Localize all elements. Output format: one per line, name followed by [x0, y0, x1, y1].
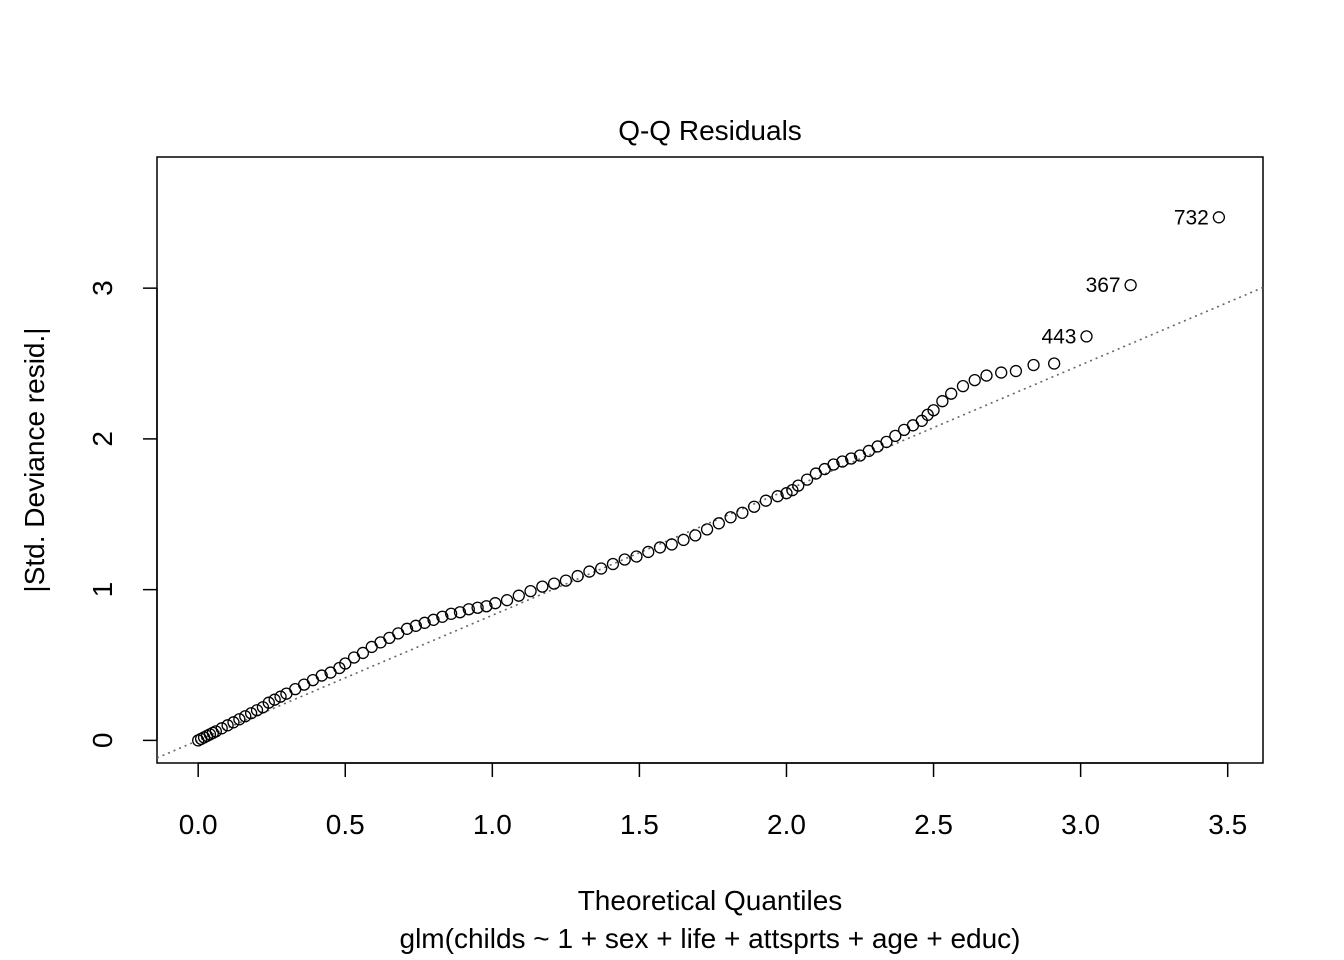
x-axis: 0.0 0.5 1.0 1.5 2.0 2.5 3.0 3.5 [179, 762, 1247, 840]
data-point [595, 562, 608, 575]
data-point [1080, 330, 1093, 343]
data-point [800, 473, 814, 486]
data-point [956, 379, 970, 393]
point-label: 367 [1086, 274, 1121, 297]
y-tick-label: 1 [87, 582, 118, 598]
data-point [630, 550, 643, 563]
x-tick-label: 1.5 [620, 809, 659, 840]
data-point [980, 369, 993, 382]
data-point [583, 565, 596, 578]
data-point [936, 395, 949, 408]
y-axis: 0 1 2 3 [87, 280, 158, 749]
data-point [471, 601, 484, 614]
data-point [274, 690, 287, 703]
x-tick-label: 0.0 [179, 809, 218, 840]
reference-line-layer [156, 286, 1264, 759]
x-tick-label: 1.0 [473, 809, 512, 840]
data-point [827, 458, 840, 471]
data-point [547, 577, 561, 590]
data-point [665, 538, 678, 551]
data-point [221, 719, 234, 732]
reference-line [156, 286, 1264, 759]
data-point [747, 500, 761, 513]
data-point [780, 487, 793, 500]
y-tick-label: 3 [87, 280, 118, 296]
data-point [1212, 211, 1226, 224]
data-point [759, 494, 773, 507]
chart-title: Q-Q Residuals [618, 115, 802, 146]
x-tick-label: 0.5 [326, 809, 365, 840]
data-point [571, 569, 584, 583]
data-point [606, 557, 620, 571]
data-point [400, 622, 414, 635]
data-point [995, 366, 1008, 379]
point-label: 732 [1174, 206, 1209, 229]
data-point [927, 404, 940, 417]
data-point [418, 616, 431, 629]
data-point [836, 455, 849, 468]
data-point [462, 603, 475, 616]
data-point [677, 533, 690, 547]
y-tick-label: 2 [87, 431, 118, 447]
model-formula-subtitle: glm(childs ~ 1 + sex + life + attsprts +… [400, 923, 1021, 954]
data-point [1048, 357, 1061, 370]
data-point [262, 696, 275, 709]
data-point [480, 600, 493, 613]
data-point [889, 429, 902, 443]
plot-frame [156, 156, 1264, 764]
x-axis-label: Theoretical Quantiles [578, 885, 843, 916]
data-point [771, 490, 784, 503]
data-point [215, 722, 228, 735]
data-point [845, 452, 858, 465]
data-point [1124, 278, 1137, 292]
data-point [315, 669, 328, 682]
points-layer [192, 211, 1226, 747]
x-tick-label: 2.0 [767, 809, 806, 840]
data-point [233, 713, 246, 726]
data-point [1027, 358, 1040, 372]
data-point [945, 387, 958, 400]
data-point [427, 613, 440, 626]
x-tick-label: 2.5 [914, 809, 953, 840]
data-point [724, 511, 737, 524]
data-point [453, 606, 467, 619]
data-point [239, 710, 252, 723]
data-point [444, 607, 458, 620]
y-tick-label: 0 [87, 733, 118, 749]
data-point [618, 553, 631, 566]
data-point [653, 541, 667, 554]
data-point [244, 707, 258, 720]
data-point [792, 479, 805, 492]
data-point [436, 610, 449, 623]
data-point [1009, 364, 1023, 378]
data-point [209, 725, 222, 738]
data-point [512, 589, 525, 602]
point-label: 443 [1041, 325, 1076, 348]
data-point [915, 414, 928, 427]
data-point [500, 594, 514, 607]
data-point [524, 584, 537, 598]
data-point [268, 693, 281, 706]
data-point [409, 619, 423, 632]
data-point [559, 574, 573, 587]
data-point [689, 529, 702, 542]
data-point [339, 657, 352, 670]
x-tick-label: 3.5 [1208, 809, 1247, 840]
data-point [880, 435, 893, 449]
data-point [536, 580, 549, 593]
data-point [356, 646, 370, 660]
data-point [489, 597, 502, 610]
data-point [700, 523, 714, 536]
point-labels-layer: 443 367 732 [1041, 206, 1208, 348]
data-point [642, 545, 655, 559]
data-point [968, 373, 981, 387]
data-point [227, 716, 240, 729]
data-point [250, 704, 264, 717]
data-point [736, 506, 749, 519]
x-tick-label: 3.0 [1061, 809, 1100, 840]
data-point [712, 517, 725, 530]
y-axis-label: |Std. Deviance resid.| [19, 327, 50, 592]
